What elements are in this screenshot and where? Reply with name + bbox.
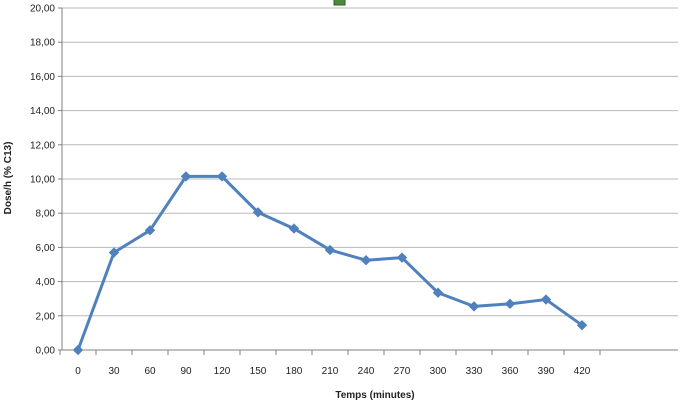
- data-point-marker: [432, 287, 444, 298]
- data-point-marker: [180, 171, 192, 182]
- x-tick-label: 210: [322, 366, 339, 377]
- data-point-marker: [72, 344, 84, 356]
- y-tick-label: 20,00: [30, 4, 55, 15]
- axes: [58, 7, 678, 355]
- series-line: [76, 174, 583, 351]
- x-tick-label: 150: [250, 366, 267, 377]
- x-tick-label: 390: [538, 366, 555, 377]
- y-tick-label: 8,00: [36, 209, 56, 220]
- gridlines: [62, 7, 678, 317]
- x-tick-labels: 0 30 60 90 120 150 180 210 240 270 300 330 360 390 420: [75, 366, 591, 377]
- data-point-marker: [252, 207, 264, 218]
- data-point-marker: [360, 255, 372, 266]
- y-tick-label: 12,00: [30, 140, 55, 151]
- x-tick-label: 270: [394, 366, 411, 377]
- data-point-marker: [504, 298, 516, 310]
- y-axis-title: Dose/h (% C13): [3, 142, 14, 215]
- x-tick-label: 300: [430, 366, 447, 377]
- y-tick-label: 14,00: [30, 106, 55, 117]
- data-point-marker: [288, 223, 300, 234]
- y-tick-label: 6,00: [36, 243, 56, 254]
- y-tick-label: 18,00: [30, 38, 55, 49]
- y-tick-labels: 0,00 2,00 4,00 6,00 8,00 10,00 12,00 14,00 16,00…: [30, 4, 55, 357]
- data-point-marker: [216, 171, 228, 182]
- legend-swatch: [333, 0, 346, 6]
- data-points: [72, 171, 588, 356]
- x-tick-label: 90: [180, 366, 192, 377]
- data-point-marker: [540, 294, 552, 305]
- data-point-marker: [108, 247, 120, 258]
- series-line: [76, 174, 583, 351]
- data-point-marker: [468, 301, 480, 312]
- data-point-marker: [396, 252, 408, 263]
- y-tick-label: 4,00: [36, 277, 56, 288]
- data-point-marker: [324, 244, 336, 256]
- y-tick-label: 0,00: [36, 346, 56, 357]
- data-point-marker: [144, 225, 156, 236]
- x-tick-label: 60: [144, 366, 156, 377]
- x-tick-label: 240: [358, 366, 375, 377]
- x-tick-label: 420: [574, 366, 591, 377]
- y-tick-label: 2,00: [36, 311, 56, 322]
- x-tick-label: 180: [286, 366, 303, 377]
- y-tick-label: 10,00: [30, 175, 55, 186]
- y-tick-label: 16,00: [30, 72, 55, 83]
- x-tick-label: 330: [466, 366, 483, 377]
- x-axis-title: Temps (minutes): [335, 390, 414, 401]
- data-point-marker: [576, 319, 588, 331]
- x-tick-label: 360: [502, 366, 519, 377]
- x-tick-label: 0: [75, 366, 81, 377]
- x-tick-label: 30: [108, 366, 120, 377]
- x-tick-label: 120: [214, 366, 231, 377]
